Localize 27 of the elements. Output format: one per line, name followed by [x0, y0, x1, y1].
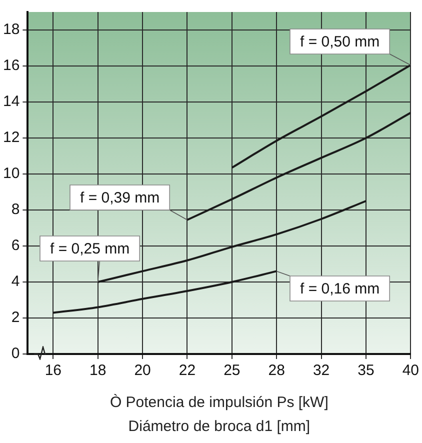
- y-tick-label: 16: [2, 57, 20, 74]
- y-tick-label: 10: [2, 165, 20, 182]
- y-tick-label: 12: [2, 129, 20, 146]
- y-tick-label: 18: [2, 21, 20, 38]
- y-tick-label: 8: [11, 201, 20, 218]
- x-tick-label: 32: [312, 362, 330, 380]
- line-series: [52, 270, 278, 314]
- series-label: f = 0,25 mm: [50, 240, 130, 258]
- text: f = 0,39 mm: [80, 190, 160, 207]
- series-label: f = 0,50 mm: [300, 34, 380, 51]
- x-tick-label: 25: [224, 362, 240, 380]
- line-series: [186, 112, 411, 221]
- y-tick-label: 0: [11, 345, 20, 362]
- x-axis-title: Ò Potencia de impulsión Ps [kW] Diámetro de broca d1 [mm]: [110, 393, 328, 436]
- x-tick-label: 22: [178, 362, 196, 380]
- x-tick-label: 40: [402, 362, 419, 380]
- series-label: f = 0,16 mm: [300, 280, 380, 298]
- x-tick-label: 35: [358, 362, 374, 380]
- line-series: [230, 64, 411, 169]
- x-tick-label: 18: [90, 362, 106, 380]
- y-tick-label: 4: [11, 273, 20, 290]
- x-tick-label: 20: [134, 362, 151, 380]
- x-tick-label: 28: [268, 362, 285, 380]
- x-tick-label: 16: [44, 362, 62, 380]
- y-tick-label: 2: [11, 309, 20, 326]
- y-tick-label: 14: [2, 93, 20, 110]
- y-tick-label: 6: [11, 237, 20, 254]
